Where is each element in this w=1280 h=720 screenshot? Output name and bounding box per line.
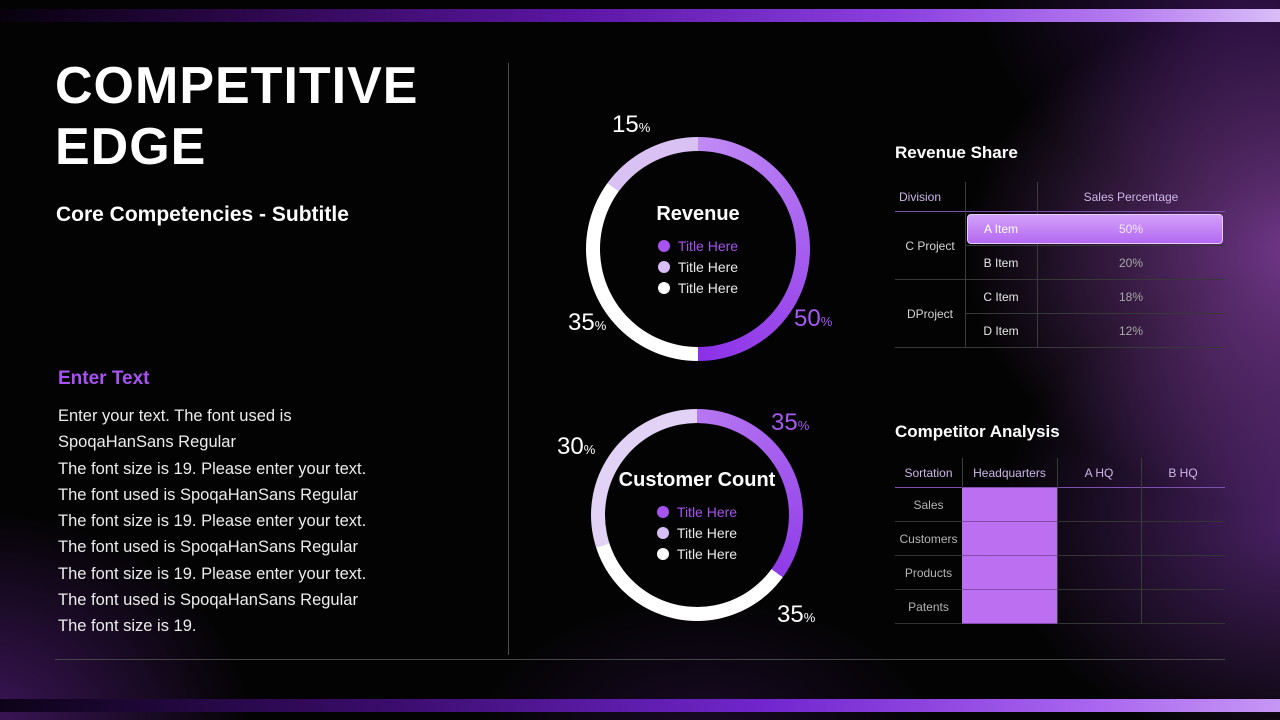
row-label-patents: Patents [895,590,962,624]
legend-dot [657,260,670,273]
segment-label-30pct: 30% [557,433,596,460]
legend-dot [656,526,669,539]
revenue-donut-title: Revenue [656,202,740,225]
legend-item: Title Here [656,545,738,562]
headquarters-filled-cell [962,522,1057,556]
body-line: The font used is SpoqaHanSans Regular [58,485,358,504]
legend-item: Title Here [656,524,738,541]
competitor-col-a-hq: A HQ [1057,458,1141,488]
value-cell: 12% [1037,314,1225,348]
table-vline [1141,458,1142,624]
value-cell: 20% [1037,246,1225,280]
division-cell: DProject [895,280,965,348]
empty-cell [1057,488,1141,522]
segment-label-35pct-bottom: 35% [777,601,816,628]
item-cell: A Item [965,212,1037,246]
headquarters-filled-cell [962,488,1057,522]
body-text-block: Enter your text. The font used is SpoqaH… [58,403,498,640]
legend-dot [656,505,669,518]
slide-title-line2: EDGE [55,118,207,176]
legend-label: Title Here [677,237,739,254]
slide-title-line1: COMPETITIVE [55,57,419,115]
customer-donut-title: Customer Count [618,468,776,491]
legend-label: Title Here [676,545,738,562]
empty-cell [1057,556,1141,590]
bottom-rule [55,659,1225,660]
legend-label: Title Here [677,279,739,296]
slide-title: COMPETITIVE EDGE [55,56,418,178]
item-cell: D Item [965,314,1037,348]
revenue-donut-ring [586,137,810,361]
item-cell: C Item [965,280,1037,314]
headquarters-filled-cell [962,556,1057,590]
body-line: The font size is 19. [58,617,197,636]
division-cell: C Project [895,212,965,280]
item-cell: B Item [965,246,1037,280]
body-line: The font used is SpoqaHanSans Regular [58,538,358,557]
empty-cell [1057,590,1141,624]
table-vline [965,182,966,348]
table-vline [1057,458,1058,624]
value-cell: 18% [1037,280,1225,314]
segment-label-50pct: 50% [794,305,833,332]
legend-item: Title Here [657,279,739,296]
legend-item: Title Here [657,258,739,275]
customer-count-donut-chart: Customer Count Title Here Title Here Tit… [557,409,815,628]
empty-cell [1141,556,1225,590]
revenue-share-col-spacer [965,182,1037,212]
revenue-share-table: Division Sales Percentage C Project A It… [895,182,1225,348]
competitor-analysis-table: Sortation Headquarters A HQ B HQ Sales C… [895,458,1225,624]
empty-cell [1141,522,1225,556]
row-label-sales: Sales [895,488,962,522]
legend-item: Title Here [657,237,739,254]
revenue-share-heading: Revenue Share [895,143,1018,162]
competitor-col-sortation: Sortation [895,458,962,488]
competitor-col-headquarters: Headquarters [962,458,1057,488]
body-line: The font size is 19. Please enter your t… [58,459,367,478]
body-line: The font size is 19. Please enter your t… [58,512,367,531]
empty-cell [1057,522,1141,556]
segment-label-35pct-top: 35% [771,409,810,436]
row-label-customers: Customers [895,522,962,556]
empty-cell [1141,590,1225,624]
legend-item: Title Here [656,503,738,520]
customer-donut-ring [591,409,803,621]
legend-dot [656,547,669,560]
legend-label: Title Here [677,258,739,275]
bottom-accent-bar [0,699,1280,712]
slide-subtitle: Core Competencies - Subtitle [56,203,349,226]
body-line: Enter your text. The font used is [58,407,292,425]
legend-dot [657,281,670,294]
row-label-products: Products [895,556,962,590]
empty-cell [1141,488,1225,522]
revenue-share-col-division: Division [895,182,965,212]
headquarters-filled-cell [962,590,1057,624]
value-cell: 50% [1037,212,1225,246]
enter-text-heading: Enter Text [58,368,150,389]
segment-label-35pct: 35% [568,309,607,336]
highlight-bar [967,214,1223,244]
legend-dot [657,239,670,252]
vertical-divider [508,63,509,655]
body-line: SpoqaHanSans Regular [58,433,236,452]
legend-label: Title Here [676,524,738,541]
competitor-col-b-hq: B HQ [1141,458,1225,488]
revenue-donut-chart: Revenue Title Here Title Here Title Here… [568,111,832,361]
legend-label: Title Here [676,503,738,520]
competitor-analysis-heading: Competitor Analysis [895,422,1060,441]
body-line: The font size is 19. Please enter your t… [58,564,367,583]
customer-donut-center: Customer Count Title Here Title Here Tit… [607,425,787,605]
body-line: The font used is SpoqaHanSans Regular [58,591,358,610]
revenue-share-col-sales-percentage: Sales Percentage [1037,182,1225,212]
top-accent-bar [0,9,1280,22]
revenue-donut-center: Revenue Title Here Title Here Title Here [602,153,794,345]
table-vline [1037,182,1038,348]
segment-label-15pct: 15% [612,111,651,138]
